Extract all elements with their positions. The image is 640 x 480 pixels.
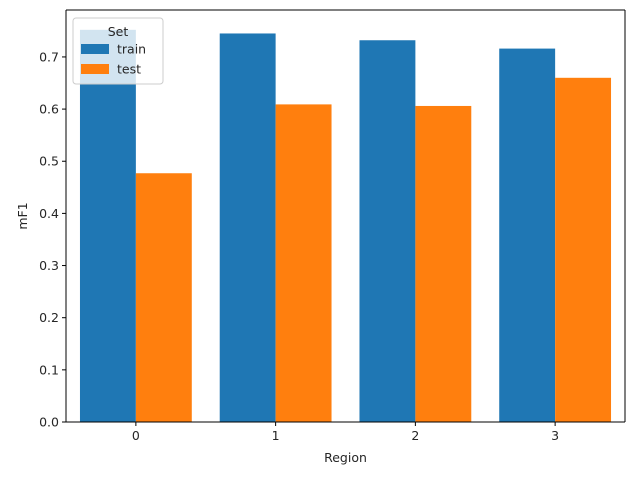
bar-test-0 (135, 173, 192, 422)
x-ticks: 0 1 2 3 (132, 422, 559, 443)
y-tick-label: 0.5 (39, 154, 59, 169)
y-tick-label: 0.6 (39, 102, 59, 117)
bar-test-2 (415, 105, 472, 423)
x-axis-label: Region (324, 450, 367, 465)
y-tick-label: 0.4 (39, 206, 59, 221)
x-tick-label: 2 (411, 428, 419, 443)
y-tick-label: 0.0 (39, 415, 59, 430)
bar-test-3 (555, 77, 612, 423)
x-tick-label: 0 (132, 428, 140, 443)
y-ticks: 0.0 0.1 0.2 0.3 0.4 0.5 0.6 0.7 (39, 49, 66, 430)
bar-train-3 (499, 48, 556, 423)
bar-test-1 (275, 104, 332, 422)
bar-train-1 (219, 33, 276, 422)
legend-title: Set (108, 24, 129, 39)
legend: Set train test (72, 17, 164, 85)
bar-train-2 (359, 40, 416, 422)
y-tick-label: 0.3 (39, 258, 59, 273)
y-tick-label: 0.2 (39, 310, 59, 325)
x-tick-label: 3 (551, 428, 559, 443)
x-tick-label: 1 (272, 428, 280, 443)
legend-label-train: train (117, 42, 146, 57)
y-tick-label: 0.7 (39, 49, 59, 64)
y-axis-label: mF1 (15, 202, 30, 229)
bars-layer (79, 29, 612, 423)
legend-swatch-test (81, 64, 109, 74)
legend-swatch-train (81, 44, 109, 54)
bar-train-0 (79, 29, 136, 422)
axes-layer (65, 9, 626, 423)
legend-items: train test (81, 42, 146, 77)
legend-label-test: test (117, 62, 141, 77)
y-tick-label: 0.1 (39, 362, 59, 377)
